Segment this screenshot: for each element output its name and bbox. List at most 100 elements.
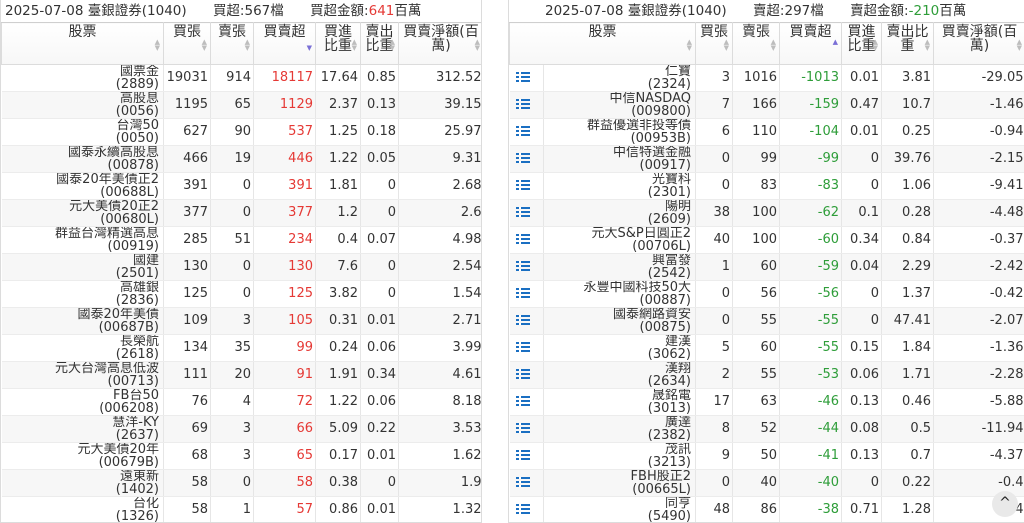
stock-name-link[interactable]: 國泰20年美債正2 [56,172,159,187]
table-row[interactable]: 台化 (1326) 58 1 57 0.86 0.01 1.32 [1,496,481,522]
stock-name-link[interactable]: 陽明 [664,199,691,214]
stock-name-link[interactable]: 同亨 [664,496,691,511]
stock-cell[interactable]: 漢翔 (2634) [543,361,696,389]
list-icon[interactable] [515,233,530,245]
stock-cell[interactable]: 廣達 (2382) [543,415,696,443]
table-row[interactable]: 永豐中國科技50大 (00887) 0 56 -56 0 1.37 -0.42 [509,280,1024,308]
row-menu-cell[interactable] [509,415,544,443]
col-sell-lots[interactable]: 賣張 ▲ ▼ [210,22,254,65]
col-net-lots[interactable]: 買賣超 ▲ [779,22,842,65]
stock-cell[interactable]: 長榮航 (2618) [1,334,164,362]
col-sell-lots[interactable]: 賣張 ▲ ▼ [732,22,780,65]
stock-name-link[interactable]: 國泰20年美債 [77,307,159,322]
stock-name-link[interactable]: 光寶科 [651,172,691,187]
table-row[interactable]: 國票金 (2889) 19031 914 18117 17.64 0.85 312.52 [1,64,481,92]
table-row[interactable]: 光寶科 (2301) 0 83 -83 0 1.06 -9.41 [509,172,1024,200]
stock-name-link[interactable]: 永豐中國科技50大 [583,280,691,295]
table-row[interactable]: FB台50 (006208) 76 4 72 1.22 0.06 8.18 [1,388,481,416]
list-icon[interactable] [515,179,530,191]
list-icon[interactable] [515,287,530,299]
table-row[interactable]: 晟銘電 (3013) 17 63 -46 0.13 0.46 -5.88 [509,388,1024,416]
stock-cell[interactable]: 元大美債20正2 (00680L) [1,199,164,227]
stock-name-link[interactable]: 群益優選非投等債 [586,118,691,133]
stock-name-link[interactable]: 廣達 [664,415,691,430]
stock-name-link[interactable]: 中信特選金融 [612,145,691,160]
stock-name-link[interactable]: 國票金 [119,64,159,79]
row-menu-cell[interactable] [509,118,544,146]
list-icon[interactable] [515,206,530,218]
stock-name-link[interactable]: 興富發 [651,253,691,268]
stock-cell[interactable]: 群益優選非投等債 (00953B) [543,118,696,146]
table-row[interactable]: 國泰20年美債 (00687B) 109 3 105 0.31 0.01 2.71 [1,307,481,335]
list-icon[interactable] [515,314,530,326]
stock-cell[interactable]: 台化 (1326) [1,496,164,522]
stock-cell[interactable]: 元大S&P日圓正2 (00706L) [543,226,696,254]
stock-name-link[interactable]: FB台50 [113,388,159,403]
stock-cell[interactable]: 國泰20年美債 (00687B) [1,307,164,335]
stock-name-link[interactable]: 元大S&P日圓正2 [591,226,692,241]
table-row[interactable]: 長榮航 (2618) 134 35 99 0.24 0.06 3.99 [1,334,481,362]
stock-cell[interactable]: 光寶科 (2301) [543,172,696,200]
col-buy-lots[interactable]: 買張 ▲ ▼ [695,22,733,65]
stock-cell[interactable]: 高股息 (0056) [1,91,164,119]
stock-cell[interactable]: 興富發 (2542) [543,253,696,281]
stock-name-link[interactable]: 中信NASDAQ [609,91,691,106]
table-row[interactable]: 慧洋-KY (2637) 69 3 66 5.09 0.22 3.53 [1,415,481,443]
col-buy-ratio[interactable]: 買進比重 ▲ ▼ [841,22,882,65]
stock-name-link[interactable]: 國泰永續高股息 [67,145,159,160]
list-icon[interactable] [515,422,530,434]
stock-cell[interactable]: 永豐中國科技50大 (00887) [543,280,696,308]
row-menu-cell[interactable] [509,280,544,308]
list-icon[interactable] [515,341,530,353]
col-stock[interactable]: 股票 ▲ ▼ [509,22,696,65]
list-icon[interactable] [515,449,530,461]
table-row[interactable]: 漢翔 (2634) 2 55 -53 0.06 1.71 -2.28 [509,361,1024,389]
stock-cell[interactable]: 建漢 (3062) [543,334,696,362]
table-row[interactable]: 建漢 (3062) 5 60 -55 0.15 1.84 -1.36 [509,334,1024,362]
stock-cell[interactable]: FBH股正2 (00665L) [543,469,696,497]
stock-cell[interactable]: 國票金 (2889) [1,64,164,92]
stock-cell[interactable]: 元大美債20年 (00679B) [1,442,164,470]
stock-cell[interactable]: FB台50 (006208) [1,388,164,416]
table-row[interactable]: 茂訊 (3213) 9 50 -41 0.13 0.7 -4.37 [509,442,1024,470]
table-row[interactable]: 元大美債20正2 (00680L) 377 0 377 1.2 0 2.6 [1,199,481,227]
table-row[interactable]: 仁寶 (2324) 3 1016 -1013 0.01 3.81 -29.05 [509,64,1024,92]
table-row[interactable]: 國泰20年美債正2 (00688L) 391 0 391 1.81 0 2.68 [1,172,481,200]
list-icon[interactable] [515,98,530,110]
table-row[interactable]: 國泰網路資安 (00875) 0 55 -55 0 47.41 -2.07 [509,307,1024,335]
stock-name-link[interactable]: 群益台灣精選高息 [54,226,159,241]
stock-name-link[interactable]: 國泰網路資安 [612,307,691,322]
stock-name-link[interactable]: 高雄銀 [119,280,159,295]
table-row[interactable]: 遠東新 (1402) 58 0 58 0.38 0 1.9 [1,469,481,497]
row-menu-cell[interactable] [509,226,544,254]
col-buy-ratio[interactable]: 買進比重 ▲ ▼ [315,22,361,65]
table-row[interactable]: 興富發 (2542) 1 60 -59 0.04 2.29 -2.42 [509,253,1024,281]
list-icon[interactable] [515,125,530,137]
row-menu-cell[interactable] [509,334,544,362]
row-menu-cell[interactable] [509,64,544,92]
row-menu-cell[interactable] [509,199,544,227]
list-icon[interactable] [515,260,530,272]
table-row[interactable]: FBH股正2 (00665L) 0 40 -40 0 0.22 -0.4 [509,469,1024,497]
table-row[interactable]: 台灣50 (0050) 627 90 537 1.25 0.18 25.97 [1,118,481,146]
stock-cell[interactable]: 遠東新 (1402) [1,469,164,497]
col-net-amount[interactable]: 買賣淨額(百萬) ▲ ▼ [398,22,481,65]
stock-name-link[interactable]: 台灣50 [116,118,159,133]
stock-cell[interactable]: 同亨 (5490) [543,496,696,522]
list-icon[interactable] [515,395,530,407]
row-menu-cell[interactable] [509,469,544,497]
scroll-top-button[interactable]: ^ [992,491,1018,517]
stock-name-link[interactable]: 遠東新 [119,469,159,484]
stock-name-link[interactable]: FBH股正2 [630,469,691,484]
stock-name-link[interactable]: 長榮航 [119,334,159,349]
row-menu-cell[interactable] [509,361,544,389]
stock-cell[interactable]: 仁寶 (2324) [543,64,696,92]
stock-name-link[interactable]: 元大美債20正2 [69,199,159,214]
row-menu-cell[interactable] [509,172,544,200]
table-row[interactable]: 群益優選非投等債 (00953B) 6 110 -104 0.01 0.25 -0.94 [509,118,1024,146]
stock-cell[interactable]: 群益台灣精選高息 (00919) [1,226,164,254]
stock-name-link[interactable]: 慧洋-KY [112,415,159,430]
stock-cell[interactable]: 茂訊 (3213) [543,442,696,470]
table-row[interactable]: 國泰永續高股息 (00878) 466 19 446 1.22 0.05 9.31 [1,145,481,173]
